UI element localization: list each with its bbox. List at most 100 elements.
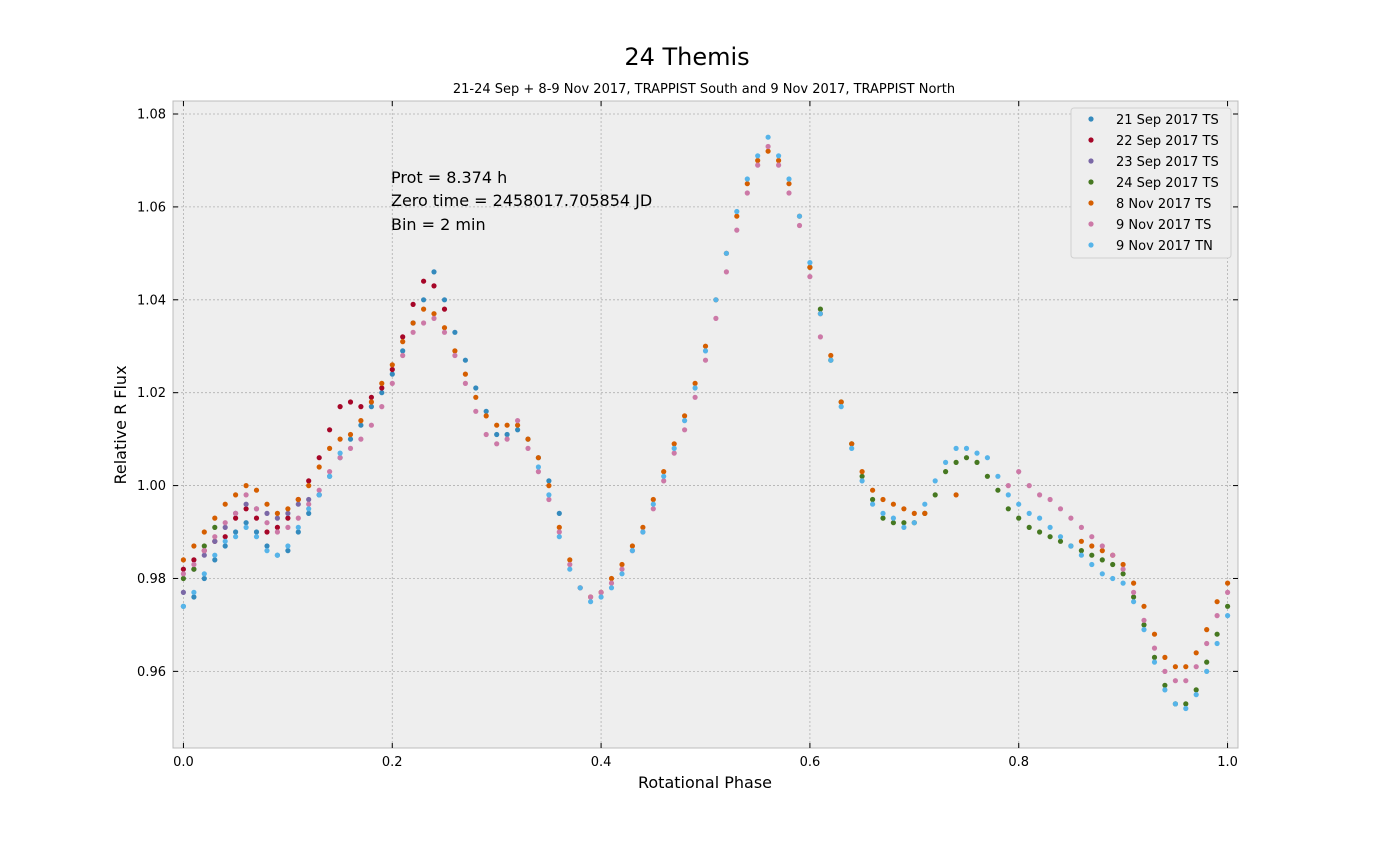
data-point bbox=[807, 274, 813, 280]
data-point bbox=[191, 557, 197, 563]
data-point bbox=[640, 524, 646, 531]
data-point bbox=[943, 469, 949, 475]
data-point bbox=[1183, 701, 1189, 707]
data-point bbox=[243, 506, 249, 512]
legend-label: 24 Sep 2017 TS bbox=[1116, 176, 1219, 191]
data-point bbox=[838, 399, 844, 405]
data-point bbox=[233, 510, 239, 516]
data-point bbox=[306, 483, 312, 489]
data-point bbox=[337, 436, 343, 442]
data-point bbox=[1214, 640, 1220, 647]
data-point bbox=[1005, 506, 1011, 512]
data-point bbox=[212, 538, 218, 544]
data-point bbox=[494, 431, 500, 438]
data-point bbox=[1005, 483, 1011, 489]
data-point bbox=[1162, 654, 1168, 661]
data-point bbox=[1099, 548, 1105, 554]
data-point bbox=[1037, 529, 1043, 535]
data-point bbox=[546, 478, 552, 484]
chart-subtitle: 21-24 Sep + 8-9 Nov 2017, TRAPPIST South… bbox=[453, 82, 955, 97]
data-point bbox=[880, 515, 886, 521]
data-point bbox=[389, 380, 395, 386]
data-point bbox=[515, 427, 521, 433]
data-point bbox=[358, 436, 364, 442]
data-point bbox=[1110, 552, 1116, 558]
data-points bbox=[180, 134, 1231, 712]
y-tick-label: 0.96 bbox=[137, 665, 166, 680]
data-point bbox=[316, 455, 322, 461]
data-point bbox=[744, 181, 750, 187]
data-point bbox=[1141, 622, 1147, 628]
data-point bbox=[337, 455, 343, 461]
data-point bbox=[671, 445, 677, 451]
data-point bbox=[963, 455, 970, 461]
data-point bbox=[838, 404, 844, 410]
data-point bbox=[713, 297, 719, 303]
data-point bbox=[880, 510, 886, 516]
data-point bbox=[1214, 631, 1220, 637]
y-tick-label: 1.06 bbox=[137, 200, 166, 215]
data-point bbox=[953, 459, 959, 465]
data-point bbox=[786, 190, 792, 196]
data-point bbox=[1151, 659, 1158, 665]
data-point bbox=[870, 496, 876, 503]
data-point bbox=[943, 459, 949, 465]
data-point bbox=[452, 352, 458, 359]
data-point bbox=[755, 157, 761, 164]
data-point bbox=[494, 441, 500, 447]
data-point bbox=[713, 315, 719, 321]
data-point bbox=[233, 492, 239, 498]
data-point bbox=[504, 431, 510, 438]
annotation-period: Prot = 8.374 h bbox=[391, 168, 507, 187]
y-tick-label: 0.98 bbox=[137, 572, 166, 587]
data-point bbox=[776, 162, 782, 168]
data-point bbox=[347, 445, 354, 451]
data-point bbox=[306, 478, 312, 484]
data-point bbox=[201, 552, 207, 558]
data-point bbox=[890, 520, 897, 526]
data-point bbox=[410, 329, 416, 335]
x-tick-label: 0.0 bbox=[173, 755, 194, 770]
data-point bbox=[264, 520, 270, 526]
data-point bbox=[995, 473, 1001, 479]
legend-marker bbox=[1088, 242, 1094, 248]
data-point bbox=[233, 515, 239, 521]
data-point bbox=[431, 311, 437, 317]
data-point bbox=[410, 301, 416, 307]
data-point bbox=[1225, 613, 1231, 619]
data-point bbox=[974, 459, 980, 465]
plot-area bbox=[172, 100, 1239, 749]
data-point bbox=[389, 371, 395, 377]
data-point bbox=[525, 436, 531, 442]
data-point bbox=[400, 339, 406, 345]
data-point bbox=[191, 589, 197, 596]
data-point bbox=[1047, 534, 1053, 540]
data-point bbox=[953, 445, 959, 451]
data-point bbox=[515, 418, 521, 424]
data-point bbox=[201, 529, 207, 535]
data-point bbox=[264, 543, 270, 549]
data-point bbox=[1078, 524, 1084, 531]
data-point bbox=[1131, 599, 1137, 605]
data-point bbox=[1183, 664, 1189, 670]
data-point bbox=[253, 487, 260, 493]
data-point bbox=[462, 371, 468, 377]
annotation-bin: Bin = 2 min bbox=[391, 215, 486, 234]
data-point bbox=[358, 422, 364, 428]
data-point bbox=[796, 213, 803, 219]
data-point bbox=[264, 510, 270, 516]
data-point bbox=[734, 213, 740, 219]
data-point bbox=[765, 134, 771, 140]
data-point bbox=[379, 385, 385, 391]
data-point bbox=[222, 534, 228, 540]
data-point bbox=[702, 343, 709, 349]
data-point bbox=[1151, 631, 1158, 637]
legend-box bbox=[1070, 107, 1232, 259]
x-axis-label: Rotational Phase bbox=[638, 773, 772, 792]
data-point bbox=[483, 431, 489, 438]
data-point bbox=[556, 510, 562, 516]
legend-marker bbox=[1088, 221, 1094, 227]
data-point bbox=[1131, 589, 1137, 596]
data-point bbox=[786, 176, 792, 182]
data-point bbox=[180, 575, 186, 582]
